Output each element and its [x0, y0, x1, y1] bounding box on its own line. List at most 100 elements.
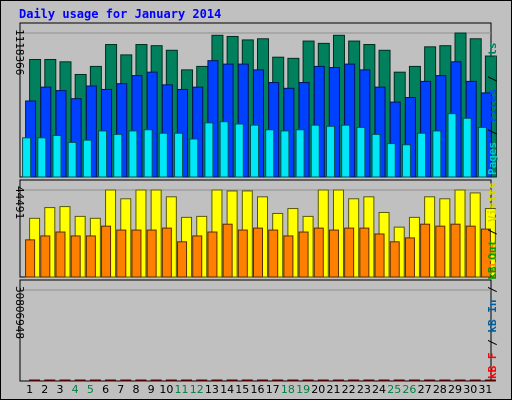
x-tick-label-4: 4 [72, 383, 79, 396]
legend-entry-visits-sites-0: Sites [486, 242, 499, 275]
bar-sites-4 [70, 235, 81, 278]
bar-sites-31 [480, 228, 491, 278]
bar-kb-f-6 [105, 379, 117, 382]
x-tick-label-8: 8 [132, 383, 139, 396]
legend-entry-visits-sites-2: Visits [486, 182, 499, 222]
bar-kb-f-15 [241, 379, 253, 382]
x-tick-label-31: 31 [478, 383, 492, 396]
bar-pages-10 [158, 132, 168, 178]
bar-sites-5 [85, 235, 96, 278]
x-tick-label-28: 28 [433, 383, 447, 396]
bar-pages-27 [417, 132, 427, 178]
bar-sites-19 [298, 231, 309, 278]
bar-pages-6 [98, 130, 108, 178]
x-tick-label-26: 26 [402, 383, 416, 396]
bar-sites-20 [313, 227, 324, 278]
x-tick-label-20: 20 [311, 383, 325, 396]
bar-pages-29 [447, 113, 457, 178]
bar-kb-f-31 [484, 379, 496, 382]
x-tick-label-22: 22 [342, 383, 356, 396]
bar-kb-f-25 [393, 379, 405, 382]
bar-kb-f-26 [408, 379, 420, 382]
bar-sites-23 [359, 227, 370, 278]
bar-kb-f-8 [135, 379, 147, 382]
legend-entry-hits-files-pages-1: / [486, 122, 499, 142]
x-tick-label-27: 27 [418, 383, 432, 396]
bar-sites-11 [177, 241, 188, 278]
bar-sites-14 [222, 223, 233, 278]
bar-sites-1 [25, 239, 36, 278]
bar-pages-31 [477, 126, 487, 178]
x-tick-label-1: 1 [26, 383, 33, 396]
x-tick-label-5: 5 [87, 383, 94, 396]
bar-kb-f-30 [469, 379, 481, 382]
x-tick-label-2: 2 [41, 383, 48, 396]
legend-entry-hits-files-pages-2: Files [486, 89, 499, 122]
bar-pages-25 [386, 143, 396, 178]
x-tick-label-16: 16 [251, 383, 265, 396]
bar-pages-4 [67, 141, 77, 178]
panel-kbf [19, 279, 492, 382]
bar-sites-9 [146, 229, 157, 278]
bar-sites-27 [420, 223, 431, 278]
legend-entry-kbf-0: kB F [486, 353, 499, 380]
bar-pages-20 [310, 124, 320, 178]
bar-sites-10 [161, 227, 172, 278]
y-tick-label-hits-files-pages: 1118366 [13, 29, 26, 75]
bar-pages-17 [265, 129, 275, 178]
bar-pages-23 [356, 126, 366, 178]
x-tick-label-13: 13 [205, 383, 219, 396]
bar-sites-15 [237, 229, 248, 278]
x-tick-label-17: 17 [266, 383, 280, 396]
bar-kb-f-14 [226, 379, 238, 382]
x-tick-label-12: 12 [190, 383, 204, 396]
bar-kb-f-21 [332, 379, 344, 382]
x-tick-label-24: 24 [372, 383, 386, 396]
bar-pages-2 [37, 137, 47, 178]
bar-sites-18 [283, 235, 294, 278]
bar-kb-f-16 [257, 379, 268, 382]
bar-pages-28 [432, 130, 442, 178]
bar-sites-21 [328, 229, 339, 278]
bar-pages-13 [204, 122, 214, 178]
bar-sites-7 [116, 229, 127, 278]
bar-pages-26 [401, 144, 411, 178]
x-tick-label-6: 6 [102, 383, 109, 396]
x-tick-label-25: 25 [387, 383, 401, 396]
bar-kb-f-17 [272, 379, 284, 382]
legend-entry-kbf-2: kB In [486, 300, 499, 333]
x-tick-label-21: 21 [326, 383, 340, 396]
y-tick-label-kbf: 30806948 [13, 286, 26, 339]
bar-pages-15 [234, 123, 244, 178]
legend-entry-kbf-4: kB Out [486, 240, 499, 280]
bar-sites-2 [40, 235, 51, 278]
x-tick-label-19: 19 [296, 383, 310, 396]
bar-kb-f-11 [181, 379, 193, 382]
bar-pages-19 [295, 129, 305, 178]
bar-sites-13 [207, 231, 218, 278]
bar-pages-8 [128, 130, 138, 178]
bar-kb-f-22 [348, 379, 360, 382]
bar-sites-6 [101, 225, 112, 278]
bar-kb-f-1 [29, 379, 41, 382]
x-tick-label-18: 18 [281, 383, 295, 396]
bar-kb-f-18 [287, 379, 299, 382]
x-tick-label-23: 23 [357, 383, 371, 396]
bar-pages-11 [174, 132, 184, 178]
bar-kb-f-2 [44, 379, 56, 382]
legend-entry-kbf-1: / [486, 333, 499, 353]
legend-entry-hits-files-pages-4: Hits [486, 43, 499, 70]
x-tick-label-3: 3 [56, 383, 63, 396]
bar-sites-28 [435, 225, 446, 278]
bar-kb-f-23 [363, 379, 375, 382]
bar-pages-7 [113, 133, 123, 178]
bar-kb-f-5 [89, 379, 101, 382]
bar-kb-f-12 [196, 379, 208, 382]
x-tick-label-7: 7 [117, 383, 124, 396]
bar-kb-f-3 [59, 379, 71, 382]
x-tick-label-30: 30 [463, 383, 477, 396]
legend-entry-kbf-3: / [486, 280, 499, 300]
x-tick-label-10: 10 [159, 383, 173, 396]
bar-kb-f-20 [317, 379, 329, 382]
